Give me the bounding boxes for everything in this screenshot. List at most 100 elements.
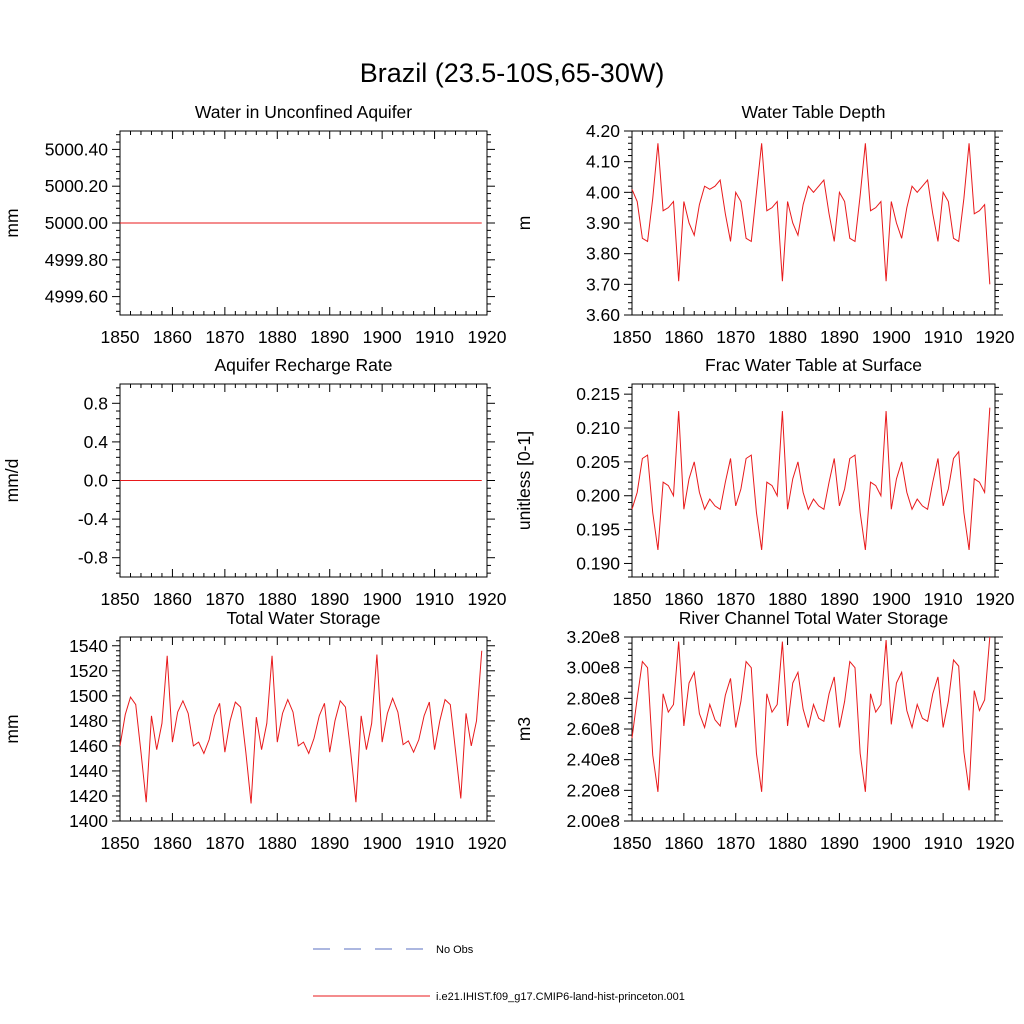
y-tick-label: 3.70 [586,274,620,294]
y-tick-label: 1440 [69,761,108,781]
x-tick-label: 1870 [716,327,755,347]
x-tick-label: 1860 [153,589,192,609]
x-tick-label: 1890 [820,589,859,609]
x-tick-label: 1880 [768,327,807,347]
legend-label: i.e21.IHIST.f09_g17.CMIP6-land-hist-prin… [436,991,685,1003]
x-tick-label: 1910 [415,327,454,347]
x-tick-label: 1920 [976,327,1015,347]
panel-title: Water Table Depth [742,102,886,122]
y-axis-label: m3 [514,717,534,741]
panel-2: Water Table Depth m 1850 1860 1870 1880 1890 19… [514,102,1015,347]
x-tick-label: 1910 [924,589,963,609]
panel-1: Water in Unconfined Aquifer mm 1850 1860 187… [2,102,507,347]
y-tick-label: 1400 [69,811,108,831]
x-tick-label: 1860 [664,327,703,347]
x-tick-label: 1850 [613,833,652,853]
y-axis-label: mm/d [2,459,22,503]
x-tick-label: 1920 [468,833,507,853]
x-tick-label: 1900 [363,833,402,853]
x-tick-label: 1860 [153,327,192,347]
legend-label: No Obs [436,944,474,956]
x-tick-label: 1880 [258,833,297,853]
plot-frame [631,636,996,822]
x-tick-label: 1910 [415,589,454,609]
legend: No Obs i.e21.IHIST.f09_g17.CMIP6-land-his… [313,944,685,1003]
y-tick-label: 0.215 [576,384,620,404]
y-tick-label: 3.80 [586,244,620,264]
y-tick-label: 0.195 [576,520,620,540]
y-tick-label: -0.4 [78,509,108,529]
y-tick-label: 1460 [69,736,108,756]
plot-frame [631,130,996,316]
y-tick-label: 2.20e8 [566,780,620,800]
x-tick-label: 1910 [924,833,963,853]
y-tick-label: 0.0 [84,471,109,491]
legend-entry: i.e21.IHIST.f09_g17.CMIP6-land-hist-prin… [313,991,685,1003]
legend-entry: No Obs [313,944,474,956]
panel-title: Frac Water Table at Surface [705,355,922,375]
panel-4: Frac Water Table at Surface unitless [0-1… [514,355,1015,609]
y-tick-label: 0.205 [576,452,620,472]
y-tick-label: 4.00 [586,182,620,202]
panel-title: Water in Unconfined Aquifer [195,102,412,122]
x-tick-label: 1880 [258,327,297,347]
panel-6: River Channel Total Water Storage m3 1850 1… [514,608,1015,853]
x-tick-label: 1900 [872,589,911,609]
y-tick-label: 4999.60 [45,287,109,307]
y-tick-label: 5000.00 [45,213,109,233]
panel-3: Aquifer Recharge Rate mm/d 1850 1860 1870 188… [2,355,507,609]
y-tick-label: 1520 [69,661,108,681]
x-tick-label: 1890 [820,833,859,853]
x-tick-label: 1900 [872,833,911,853]
x-tick-label: 1850 [613,327,652,347]
panel-title: River Channel Total Water Storage [679,608,948,628]
y-tick-label: 4.10 [586,152,620,172]
x-tick-label: 1890 [310,327,349,347]
y-tick-label: 0.190 [576,553,620,573]
y-tick-label: 5000.40 [45,139,109,159]
y-tick-label: 4.20 [586,121,620,141]
y-tick-label: 0.200 [576,486,620,506]
x-tick-label: 1860 [153,833,192,853]
x-tick-label: 1890 [310,833,349,853]
x-tick-label: 1890 [820,327,859,347]
x-tick-label: 1920 [976,833,1015,853]
y-tick-label: -0.8 [78,548,108,568]
x-tick-label: 1860 [664,589,703,609]
y-tick-label: 0.8 [84,393,108,413]
x-tick-label: 1850 [101,327,140,347]
y-tick-label: 1480 [69,711,108,731]
x-tick-label: 1850 [101,833,140,853]
y-tick-label: 2.40e8 [566,750,620,770]
x-tick-label: 1910 [924,327,963,347]
x-tick-label: 1920 [976,589,1015,609]
y-axis-label: mm [2,208,22,237]
series-line [631,143,991,285]
x-tick-label: 1870 [205,833,244,853]
y-tick-label: 4999.80 [45,250,109,270]
y-axis-label: mm [2,714,22,743]
x-tick-label: 1910 [415,833,454,853]
y-tick-label: 0.4 [84,432,109,452]
y-tick-label: 1540 [69,636,108,656]
x-tick-label: 1870 [205,327,244,347]
series-line [631,636,991,792]
x-tick-label: 1890 [310,589,349,609]
x-tick-label: 1860 [664,833,703,853]
panel-title: Total Water Storage [226,608,380,628]
y-tick-label: 3.90 [586,213,620,233]
x-tick-label: 1870 [205,589,244,609]
panel-5: Total Water Storage mm 1850 1860 1870 1880 189… [2,608,507,853]
y-axis-label: unitless [0-1] [514,431,534,530]
y-tick-label: 2.00e8 [566,811,620,831]
y-tick-label: 1420 [69,786,108,806]
y-tick-label: 3.20e8 [566,627,620,647]
series-line [119,650,483,804]
panel-title: Aquifer Recharge Rate [214,355,392,375]
x-tick-label: 1900 [363,327,402,347]
y-tick-label: 3.00e8 [566,658,620,678]
series-line [631,407,991,550]
x-tick-label: 1920 [468,589,507,609]
y-axis-label: m [514,216,534,231]
